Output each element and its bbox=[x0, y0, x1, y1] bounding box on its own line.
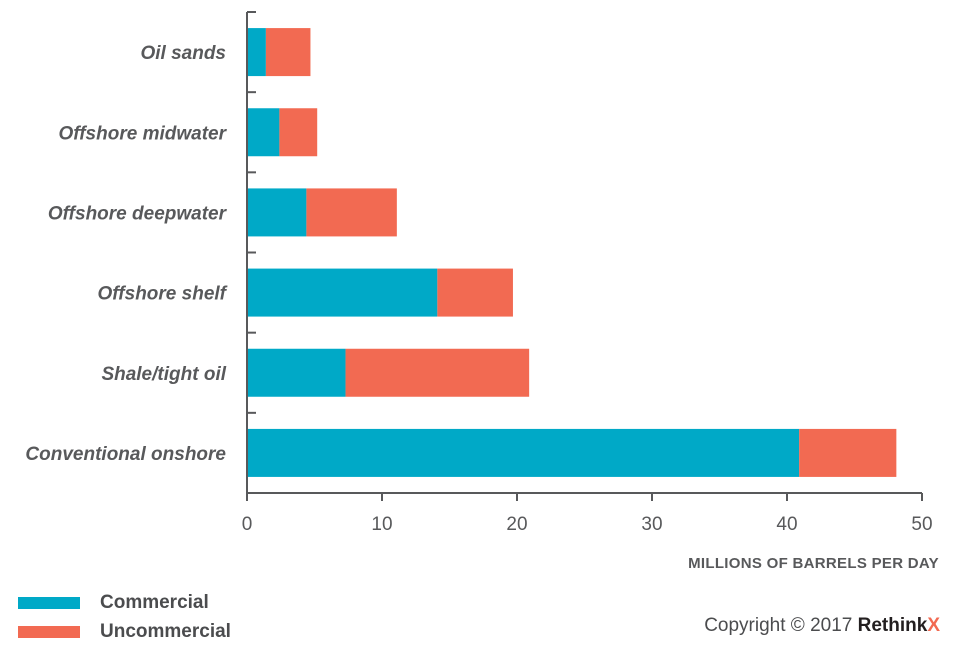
x-tick-label-2: 20 bbox=[506, 514, 527, 535]
category-label-3: Offshore shelf bbox=[98, 284, 228, 305]
x-tick-labels: 0 10 20 30 40 50 bbox=[242, 514, 933, 535]
x-tick-label-5: 50 bbox=[911, 514, 932, 535]
copyright-text: Copyright © 2017 bbox=[704, 615, 853, 636]
bar-commercial-3 bbox=[247, 268, 438, 317]
legend-label-uncommercial: Uncommercial bbox=[100, 620, 231, 642]
bars-group bbox=[247, 28, 897, 477]
legend: Commercial Uncommercial bbox=[18, 588, 231, 646]
legend-label-commercial: Commercial bbox=[100, 591, 209, 613]
axes-group bbox=[246, 11, 923, 501]
bar-commercial-2 bbox=[247, 188, 307, 237]
category-label-1: Offshore midwater bbox=[58, 123, 227, 144]
bar-uncommercial-1 bbox=[279, 108, 318, 157]
brand-logo: RethinkX bbox=[858, 615, 940, 636]
x-tick-label-3: 30 bbox=[641, 514, 662, 535]
legend-swatch-commercial bbox=[18, 596, 80, 609]
x-tick-label-1: 10 bbox=[371, 514, 392, 535]
category-label-4: Shale/tight oil bbox=[101, 364, 226, 385]
bar-commercial-1 bbox=[247, 108, 280, 157]
brand-name: Rethink bbox=[857, 615, 928, 636]
x-tick-label-0: 0 bbox=[242, 514, 253, 535]
legend-item-uncommercial: Uncommercial bbox=[18, 617, 231, 646]
bar-commercial-4 bbox=[247, 348, 346, 397]
category-label-5: Conventional onshore bbox=[25, 444, 226, 465]
bar-commercial-0 bbox=[247, 28, 266, 77]
bar-uncommercial-2 bbox=[306, 188, 397, 237]
x-tick-label-4: 40 bbox=[776, 514, 797, 535]
x-axis-title: MILLIONS OF BARRELS PER DAY bbox=[688, 555, 939, 572]
category-labels: Oil sands Offshore midwater Offshore deepw… bbox=[25, 43, 227, 465]
chart: Oil sands Offshore midwater Offshore deepw… bbox=[25, 11, 939, 572]
category-label-0: Oil sands bbox=[140, 43, 226, 64]
brand-x: X bbox=[927, 615, 940, 636]
bar-uncommercial-3 bbox=[437, 268, 513, 317]
bar-uncommercial-4 bbox=[345, 348, 530, 397]
bar-commercial-5 bbox=[247, 428, 800, 477]
bar-uncommercial-5 bbox=[799, 428, 897, 477]
legend-item-commercial: Commercial bbox=[18, 588, 231, 617]
copyright: Copyright © 2017 RethinkX bbox=[704, 615, 940, 637]
legend-swatch-uncommercial bbox=[18, 625, 80, 638]
bar-uncommercial-0 bbox=[265, 28, 311, 77]
category-label-2: Offshore deepwater bbox=[48, 203, 228, 224]
